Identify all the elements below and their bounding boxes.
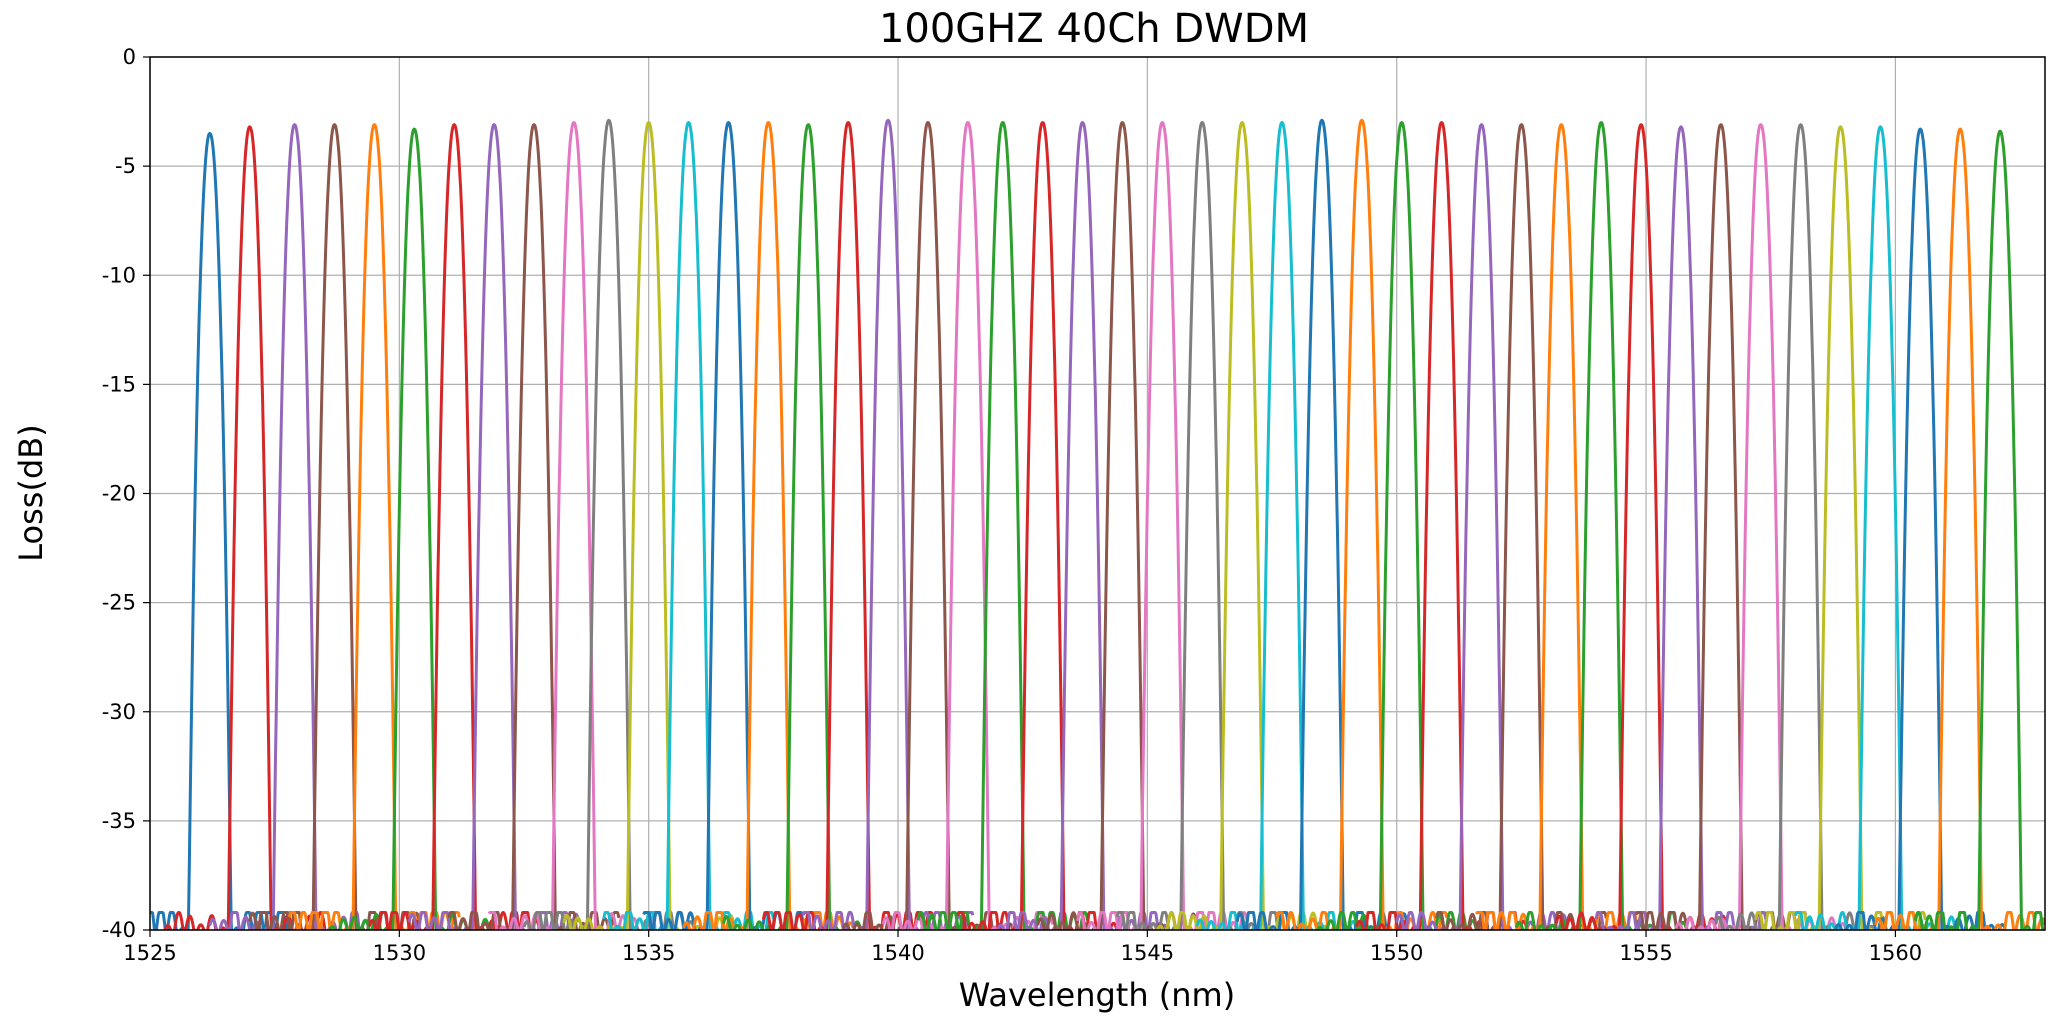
- channel-curve-25: [1076, 121, 1249, 930]
- channel-curve-44: [1834, 127, 2007, 930]
- x-tick-label: 1555: [1619, 941, 1672, 965]
- channel-curve-31: [1315, 121, 1488, 930]
- channel-curve-15: [682, 121, 855, 930]
- channel-curve-34: [1435, 123, 1608, 930]
- channel-curve-8: [407, 123, 581, 930]
- channel-curve-21: [916, 121, 1089, 930]
- y-tick-label: -10: [102, 263, 136, 287]
- x-tick-label: 1560: [1869, 941, 1922, 965]
- channel-curve-28: [1195, 121, 1369, 930]
- y-tick-label: -20: [102, 482, 136, 506]
- chart-title: 100GHZ 40Ch DWDM: [879, 6, 1309, 52]
- y-tick-label: -35: [102, 809, 136, 833]
- channel-curve-13: [602, 121, 775, 930]
- channel-curve-29: [1235, 118, 1409, 930]
- channel-curve-5: [288, 123, 461, 930]
- channel-curve-30: [1275, 118, 1449, 930]
- channel-curve-27: [1155, 121, 1329, 930]
- channel-curve-18: [801, 118, 975, 930]
- y-tick-label: -25: [102, 591, 136, 615]
- x-tick-label: 1540: [871, 941, 924, 965]
- y-axis-label: Loss(dB): [12, 424, 50, 561]
- y-tick-label: 0: [123, 45, 136, 69]
- channel-curve-38: [1594, 125, 1768, 930]
- series-layer: [150, 118, 2045, 930]
- y-tick-label: -40: [102, 918, 136, 942]
- channel-curve-33: [1395, 123, 1568, 930]
- channel-curve-35: [1475, 123, 1648, 930]
- channel-curve-17: [761, 121, 935, 930]
- x-axis-label: Wavelength (nm): [959, 976, 1235, 1014]
- channel-curve-32: [1355, 121, 1528, 930]
- channel-curve-37: [1554, 123, 1728, 930]
- channel-curve-36: [1514, 121, 1688, 930]
- channel-curve-7: [367, 123, 541, 930]
- channel-curve-23: [996, 121, 1169, 930]
- axis-ticks: 1525 1530 1535 1540 1545 1550 1555 1560 0 -5 -10 -1…: [102, 45, 1922, 965]
- channel-curve-11: [522, 118, 696, 930]
- x-tick-label: 1525: [123, 941, 176, 965]
- y-tick-label: -30: [102, 700, 136, 724]
- y-tick-label: -15: [102, 372, 136, 396]
- channel-curve-3: [208, 123, 381, 930]
- channel-curve-40: [1674, 123, 1847, 930]
- x-tick-label: 1545: [1121, 941, 1174, 965]
- x-tick-label: 1550: [1370, 941, 1423, 965]
- channel-curve-46: [1913, 129, 2045, 930]
- channel-curve-45: [1873, 127, 2045, 930]
- x-tick-label: 1535: [622, 941, 675, 965]
- channel-curve-39: [1634, 123, 1808, 930]
- y-tick-label: -5: [115, 154, 136, 178]
- x-tick-label: 1530: [373, 941, 426, 965]
- channel-curve-42: [1754, 125, 1927, 930]
